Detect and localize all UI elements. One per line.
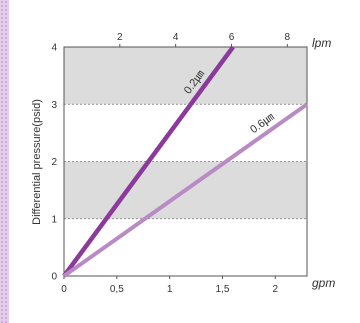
x-tick-label-bottom: 0,5 (110, 284, 124, 295)
series-line (62, 102, 309, 278)
bottom-axis-unit: gpm (312, 276, 335, 290)
x-tick-label-bottom: 2 (273, 284, 279, 295)
decorative-side-strip (0, 0, 9, 323)
x-tick-label-bottom: 1,5 (216, 284, 230, 295)
grid-band (64, 47, 307, 105)
x-tick-label-bottom: 0 (61, 284, 67, 295)
x-tick-label-bottom: 1 (167, 284, 173, 295)
series-line (62, 45, 235, 278)
y-axis-label: Differential pressure(psid) (31, 99, 43, 225)
series-label: 0.6㎛ (248, 111, 276, 136)
y-tick-label: 3 (51, 100, 57, 111)
x-tick-label-top: 4 (173, 32, 179, 43)
y-tick-label: 0 (51, 272, 57, 283)
tick-labels: 0 1 2 3 4 0 0,5 1 1,5 2 2 4 6 8 (51, 32, 290, 295)
y-tick-label: 2 (51, 157, 57, 168)
top-axis-unit: lpm (312, 36, 331, 50)
y-tick-label: 1 (51, 214, 57, 225)
x-tick-label-top: 6 (229, 32, 235, 43)
grid-bands (64, 47, 307, 219)
y-tick-label: 4 (51, 43, 57, 54)
plot-frame (63, 46, 308, 277)
x-tick-label-top: 2 (117, 32, 123, 43)
x-tick-label-top: 8 (285, 32, 291, 43)
